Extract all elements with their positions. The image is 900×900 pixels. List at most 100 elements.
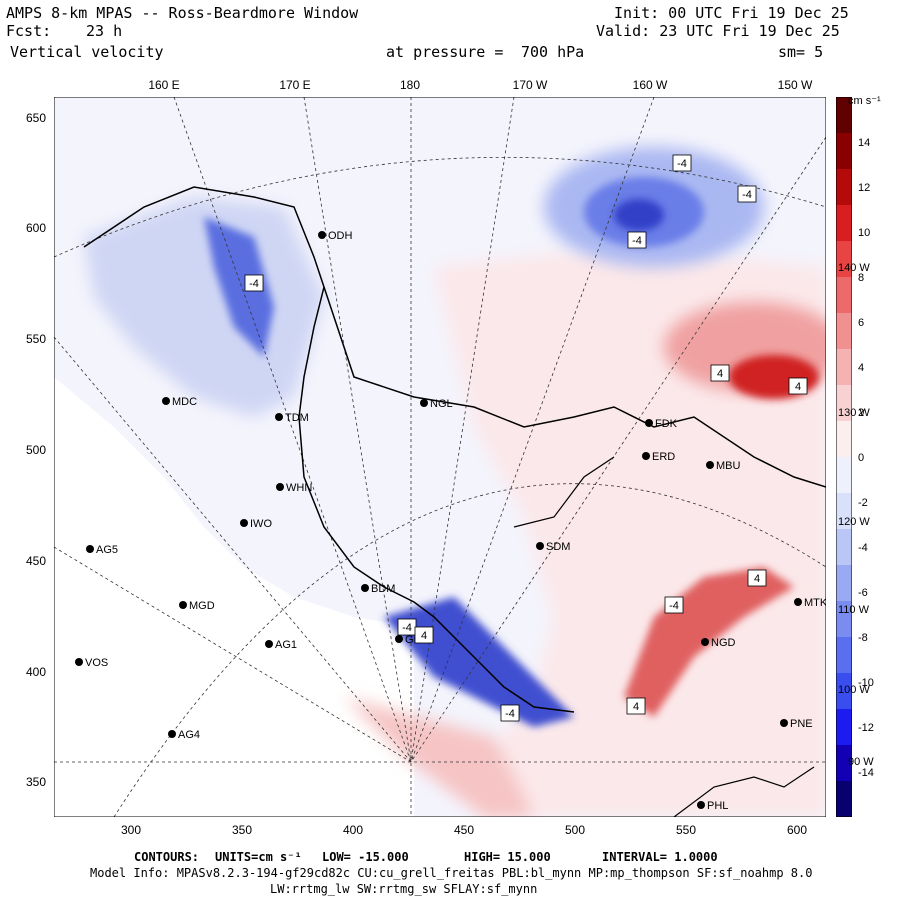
- contour-label-box: [244, 274, 264, 292]
- contour-label: -4: [669, 600, 679, 612]
- colorbar-label: 14: [858, 137, 871, 149]
- coastline-west: [83, 186, 575, 713]
- colorbar-swatch: [836, 781, 852, 817]
- pressure-label: at pressure =: [386, 43, 504, 61]
- lon-label-100w: 100 W: [838, 684, 870, 696]
- coastline-east: [513, 456, 615, 528]
- contour-label: -4: [742, 189, 752, 201]
- colorbar-label: -8: [858, 632, 868, 644]
- station-erd: ERD: [642, 451, 675, 463]
- footer-interval: INTERVAL= 1.0000: [602, 850, 718, 864]
- station-label: MDC: [172, 396, 197, 408]
- contour-label: 4: [795, 381, 801, 393]
- station-label: AG4: [178, 729, 200, 741]
- station-label: MTK: [804, 597, 826, 609]
- contour-label: 4: [633, 701, 639, 713]
- station-label: MGD: [189, 600, 215, 612]
- lon-label-160w: 160 W: [632, 78, 668, 92]
- station-iwo: IWO: [240, 518, 272, 530]
- lon-label-90w: 90 W: [848, 756, 874, 768]
- colorbar-swatch: [836, 133, 852, 170]
- graticule: [54, 97, 826, 817]
- station-tdm: TDM: [275, 412, 309, 424]
- station-marker: [275, 413, 283, 421]
- footer-high: HIGH= 15.000: [464, 850, 551, 864]
- pink-region-south: [344, 697, 534, 817]
- station-marker: [794, 598, 802, 606]
- colorbar-label: -14: [858, 767, 874, 779]
- colorbar-swatch: [836, 673, 852, 710]
- lon-label-130w: 130 W: [838, 407, 870, 419]
- colorbar-label: 2: [858, 407, 865, 419]
- contour-label: -4: [402, 622, 412, 634]
- x-tick-500: 500: [564, 823, 586, 837]
- station-label: FDK: [655, 418, 678, 430]
- blue-region-west: [84, 197, 324, 417]
- colorbar-label: 4: [858, 362, 865, 374]
- forecast-label: Fcst:: [6, 22, 52, 40]
- colorbar-units: cm s⁻¹: [848, 95, 881, 107]
- station-pne: PNE: [780, 718, 813, 730]
- lon-label-120w: 120 W: [838, 516, 870, 528]
- x-tick-350: 350: [231, 823, 253, 837]
- station-marker: [697, 801, 705, 809]
- colorbar-label: -6: [858, 587, 868, 599]
- colorbar-swatch: [836, 277, 852, 314]
- vertical-velocity-map: ODHMDCTDMNGLWHNIWOAG5SDMBDMMGDAG1VOSGRMA…: [54, 97, 826, 817]
- station-marker: [536, 542, 544, 550]
- blue-center-ne: [614, 199, 664, 231]
- contour-label: 4: [754, 573, 760, 585]
- colorbar-label: -10: [858, 677, 874, 689]
- station-label: WHN: [286, 482, 312, 494]
- contour-label-box: [414, 626, 434, 644]
- contour-label: -4: [677, 158, 687, 170]
- station-label: TDM: [285, 412, 309, 424]
- colorbar-swatch: [836, 493, 852, 530]
- station-marker: [361, 584, 369, 592]
- station-ngl: NGL: [420, 398, 453, 410]
- field-name: Vertical velocity: [10, 43, 164, 61]
- colorbar-swatch: [836, 421, 852, 458]
- station-marker: [168, 730, 176, 738]
- station-marker: [276, 483, 284, 491]
- station-label: NGL: [430, 398, 453, 410]
- smoothing-value: sm= 5: [778, 43, 824, 61]
- colorbar-swatch: [836, 637, 852, 674]
- contour-label-box: [710, 364, 730, 382]
- y-tick-650: 650: [25, 111, 46, 125]
- lon-label-170w: 170 W: [512, 78, 548, 92]
- colorbar-label: -12: [858, 722, 874, 734]
- station-marker: [265, 640, 273, 648]
- y-tick-400: 400: [25, 665, 46, 679]
- station-marker: [701, 638, 709, 646]
- station-marker: [420, 399, 428, 407]
- x-tick-450: 450: [453, 823, 475, 837]
- contour-label-box: [627, 231, 647, 249]
- colorbar-swatch: [836, 601, 852, 638]
- lon-label-170e: 170 E: [279, 78, 311, 92]
- station-marker: [75, 658, 83, 666]
- colorbar: [836, 97, 852, 817]
- colorbar-label: -4: [858, 542, 868, 554]
- contour-label: 4: [421, 630, 427, 642]
- colorbar-label: -2: [858, 497, 868, 509]
- map-title: AMPS 8-km MPAS -- Ross-Beardmore Window: [6, 4, 359, 22]
- contour-label: 4: [717, 368, 723, 380]
- station-label: MBU: [716, 460, 741, 472]
- colorbar-swatch: [836, 349, 852, 386]
- station-ag1: AG1: [265, 639, 297, 651]
- station-label: VOS: [85, 657, 108, 669]
- colorbar-label: 8: [858, 272, 865, 284]
- colorbar-swatch: [836, 169, 852, 206]
- station-label: ODH: [328, 230, 353, 242]
- x-tick-300: 300: [120, 823, 142, 837]
- station-marker: [780, 719, 788, 727]
- station-marker: [86, 545, 94, 553]
- footer-low: LOW= -15.000: [322, 850, 409, 864]
- colorbar-swatch: [836, 313, 852, 350]
- coastline-south: [673, 766, 815, 817]
- colorbar-swatch: [836, 529, 852, 566]
- no-data-region: [54, 377, 414, 817]
- y-tick-350: 350: [25, 775, 46, 789]
- station-label: PHL: [707, 800, 728, 812]
